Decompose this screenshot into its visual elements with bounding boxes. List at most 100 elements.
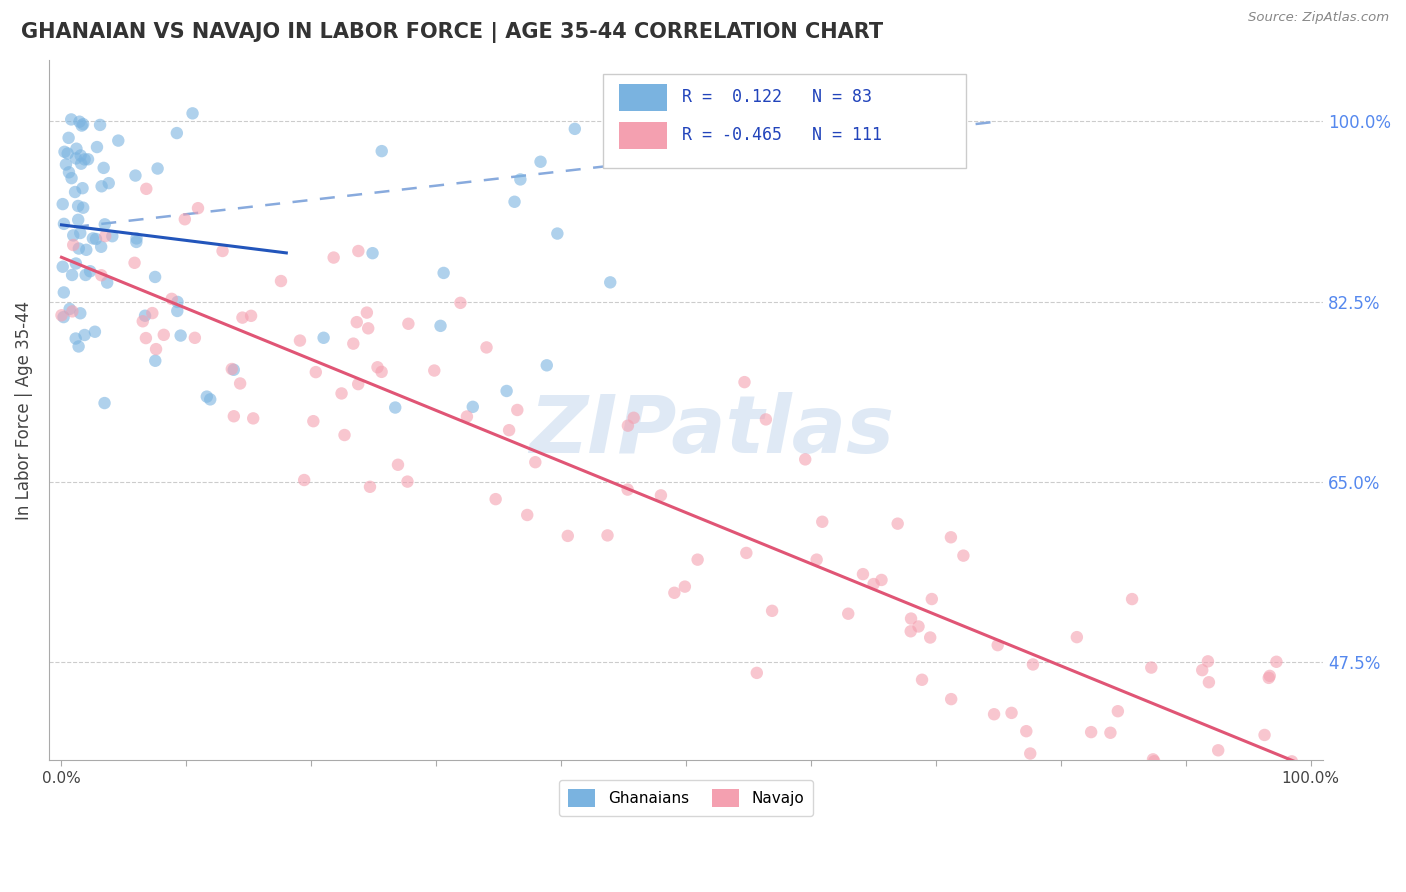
Point (734, 375, 756, 389)
Point (921, 592, 943, 607)
Point (939, 530, 962, 544)
Bar (619, 84, 666, 111)
Point (124, 256, 146, 270)
Point (987, 638, 1010, 652)
Point (222, 363, 245, 377)
Point (69, 148, 91, 162)
Point (65, 142, 87, 156)
Point (396, 317, 419, 331)
Point (735, 546, 758, 560)
Point (107, 134, 129, 148)
Point (536, 359, 558, 373)
Point (195, 390, 218, 404)
Point (73, 153, 96, 167)
Point (135, 182, 157, 196)
Point (941, 692, 963, 706)
Point (370, 365, 392, 379)
Point (557, 529, 579, 543)
Point (1198, 675, 1220, 690)
Point (387, 458, 409, 472)
Point (221, 362, 243, 376)
Point (211, 244, 233, 258)
Point (101, 229, 124, 244)
Point (650, 488, 672, 502)
Point (145, 342, 167, 356)
Point (449, 296, 471, 310)
Point (359, 480, 381, 494)
Point (794, 452, 817, 467)
Point (200, 392, 222, 407)
Point (302, 414, 325, 428)
Point (330, 386, 353, 401)
Point (346, 315, 368, 329)
Point (529, 154, 551, 169)
Point (305, 365, 328, 379)
Point (270, 274, 292, 288)
Text: GHANAIAN VS NAVAJO IN LABOR FORCE | AGE 35-44 CORRELATION CHART: GHANAIAN VS NAVAJO IN LABOR FORCE | AGE … (21, 22, 883, 44)
Point (524, 455, 547, 469)
Point (59, 301, 82, 316)
Point (94, 229, 117, 244)
Point (77, 153, 100, 167)
Point (900, 611, 922, 625)
Point (429, 318, 451, 333)
Point (342, 336, 364, 351)
Point (75, 243, 97, 257)
Point (75, 268, 97, 282)
Point (907, 619, 929, 633)
Point (70, 119, 93, 133)
Point (920, 631, 942, 645)
Point (745, 665, 768, 680)
Point (67, 199, 90, 213)
Point (90, 179, 112, 194)
Point (1253, 728, 1275, 742)
Point (72, 117, 94, 131)
Point (70, 157, 93, 171)
Point (79, 264, 101, 278)
Point (384, 401, 406, 415)
Point (97, 176, 120, 190)
Point (1191, 663, 1213, 677)
Point (89, 118, 111, 132)
Point (461, 400, 484, 414)
Point (58, 131, 80, 145)
Point (456, 409, 478, 424)
Point (53, 145, 76, 159)
Point (166, 294, 188, 309)
Text: R = -0.465   N = 111: R = -0.465 N = 111 (682, 127, 882, 145)
Point (67, 339, 90, 353)
Point (90, 240, 112, 254)
Point (806, 552, 828, 566)
Point (617, 418, 640, 433)
Point (1236, 764, 1258, 778)
Point (62, 238, 84, 252)
Point (69, 114, 91, 128)
Point (886, 516, 908, 531)
Point (837, 607, 859, 621)
Bar (603, 74, 966, 169)
Point (84, 325, 107, 339)
Point (143, 269, 166, 284)
Point (65, 332, 87, 346)
Point (423, 363, 446, 377)
Point (322, 251, 344, 265)
Point (240, 309, 263, 323)
Point (65, 256, 87, 270)
Point (761, 604, 783, 618)
Point (503, 194, 526, 209)
Point (69, 306, 91, 320)
Point (152, 327, 174, 342)
Point (63, 185, 86, 199)
Point (134, 309, 156, 323)
Point (370, 144, 392, 158)
Point (952, 549, 974, 563)
Point (983, 707, 1005, 722)
Point (72, 181, 94, 195)
Point (135, 331, 157, 345)
Point (1107, 704, 1129, 718)
Point (93, 161, 115, 175)
Point (1022, 657, 1045, 672)
Point (52, 260, 75, 274)
Point (564, 121, 586, 136)
Point (288, 334, 311, 348)
